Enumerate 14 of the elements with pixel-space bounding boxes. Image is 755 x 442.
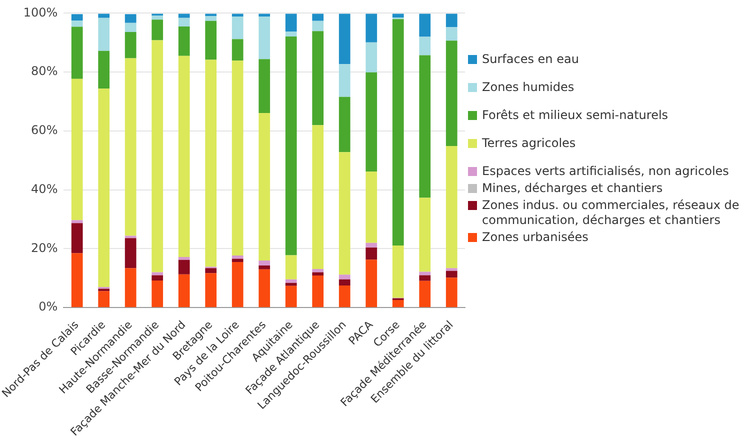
y-tick-label: 60% bbox=[31, 123, 58, 138]
legend-label: Terres agricoles bbox=[482, 136, 576, 151]
legend-label: Zones indus. ou commerciales, réseaux de communication, décharges et chantiers bbox=[482, 198, 740, 228]
y-tick-label: 80% bbox=[31, 64, 58, 78]
legend-label: Surfaces en eau bbox=[482, 52, 579, 67]
legend-label: Zones urbanisées bbox=[482, 230, 588, 245]
legend-label: Forêts et milieux semi-naturels bbox=[482, 108, 668, 123]
legend-label: Mines, décharges et chantiers bbox=[482, 181, 663, 196]
y-tick-label: 20% bbox=[31, 240, 58, 255]
legend-label: Espaces verts artificialisés, non agricoles bbox=[482, 164, 729, 179]
y-tick-label: 100% bbox=[23, 5, 58, 20]
y-tick-label: 40% bbox=[31, 182, 58, 196]
legend-label: Zones humides bbox=[482, 80, 574, 95]
y-tick-label: 0% bbox=[38, 300, 58, 314]
